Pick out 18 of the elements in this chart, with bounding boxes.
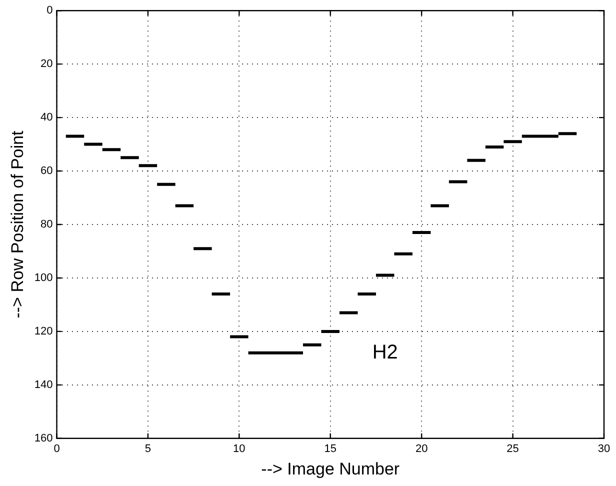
x-tick-label: 10 [233,443,246,456]
y-axis-title: --> Row Position of Point [8,130,27,318]
y-tick-label: 40 [40,112,53,124]
y-tick-label: 120 [34,325,53,338]
y-tick-label: 0 [46,4,53,17]
y-tick-label: 100 [34,272,53,284]
y-tick-label: 20 [40,58,53,70]
annotation: H2 [372,341,398,364]
x-tick-label: 25 [506,443,519,456]
y-tick-label: 80 [40,218,53,231]
x-tick-label: 5 [144,443,152,456]
y-tick-label: 160 [34,432,53,444]
x-axis-title: --> Image Number [261,459,400,478]
x-tick-label: 15 [324,443,336,456]
x-tick-label: 20 [415,443,428,456]
y-tick-label: 140 [34,378,53,391]
x-tick-label: 30 [598,443,610,456]
y-tick-label: 60 [40,165,53,178]
